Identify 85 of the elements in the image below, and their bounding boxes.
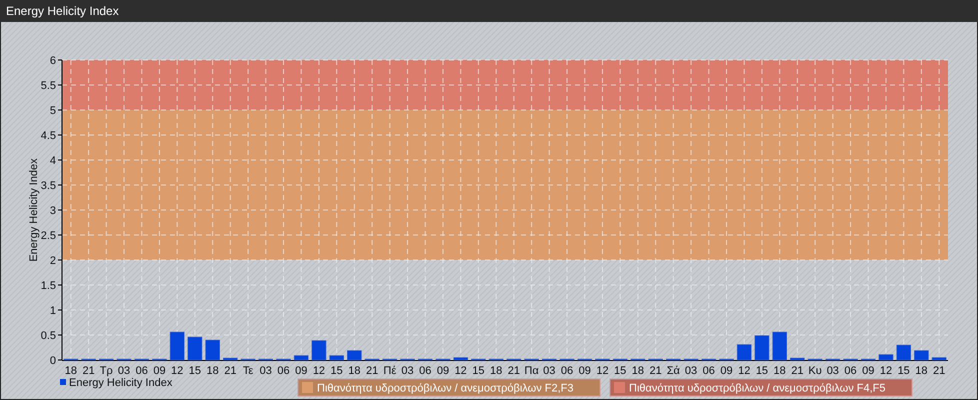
x-tick-label: 09 xyxy=(862,365,874,377)
y-tick-label: 6 xyxy=(50,54,56,67)
x-tick-label: 21 xyxy=(791,365,804,377)
x-tick-label: 06 xyxy=(277,365,290,377)
x-tick-label: 21 xyxy=(366,365,378,377)
bar xyxy=(772,332,787,360)
x-tick-label: 03 xyxy=(826,365,839,377)
x-tick-label: 12 xyxy=(880,365,892,377)
x-tick-label: 12 xyxy=(596,365,609,377)
x-tick-label: 06 xyxy=(419,365,432,377)
x-tick-label: 12 xyxy=(454,365,467,377)
bar xyxy=(914,350,929,360)
x-tick-label: 03 xyxy=(401,365,414,377)
y-tick-label: 1 xyxy=(50,304,56,317)
x-tick-label: 15 xyxy=(756,365,768,377)
y-tick-label: 1.5 xyxy=(40,280,56,292)
legend-label: Πιθανότητα υδροστρόβιλων / ανεμοστρόβιλων F4,F5 xyxy=(629,382,886,394)
bar xyxy=(790,358,805,360)
x-tick-label: Τρ xyxy=(100,365,113,377)
x-tick-label: 18 xyxy=(774,365,786,377)
y-tick-label: 5.5 xyxy=(40,80,56,92)
x-tick-label: 21 xyxy=(508,365,520,377)
x-tick-label: 15 xyxy=(330,365,343,377)
bar xyxy=(896,344,912,360)
x-tick-label: 12 xyxy=(312,365,326,377)
x-tick-label: 06 xyxy=(136,365,148,377)
x-tick-label: 12 xyxy=(171,365,184,377)
y-tick-label: 5 xyxy=(50,104,56,117)
x-tick-label: 18 xyxy=(206,365,219,377)
y-tick-label: 4 xyxy=(50,154,56,167)
bar xyxy=(736,344,752,360)
legend-label: Energy Helicity Index xyxy=(69,376,173,389)
x-tick-label: 18 xyxy=(915,365,928,377)
bar xyxy=(170,332,185,360)
y-tick-label: 0 xyxy=(50,354,56,367)
x-tick-label: Τε xyxy=(242,365,254,377)
y-tick-label: 2 xyxy=(50,254,56,267)
x-tick-label: 09 xyxy=(153,365,166,377)
x-tick-label: 09 xyxy=(578,365,591,377)
x-tick-label: 21 xyxy=(649,365,662,377)
x-tick-label: Σά xyxy=(666,365,681,377)
bar xyxy=(312,340,326,360)
x-tick-label: 15 xyxy=(898,365,910,377)
x-tick-label: 15 xyxy=(614,365,626,377)
x-tick-label: 03 xyxy=(684,365,698,377)
x-tick-label: 18 xyxy=(348,365,361,377)
x-tick-label: Κυ xyxy=(808,365,822,377)
y-tick-label: 2.5 xyxy=(40,230,56,242)
chart-title: Energy Helicity Index xyxy=(6,4,119,18)
bar xyxy=(329,355,344,360)
x-tick-label: 18 xyxy=(64,365,77,377)
x-tick-label: 21 xyxy=(82,365,95,377)
x-tick-label: 18 xyxy=(490,365,502,377)
legend-label: Πιθανότητα υδροστρόβιλων / ανεμοστρόβιλων F2,F3 xyxy=(317,382,574,394)
y-tick-label: 0.5 xyxy=(40,330,56,342)
x-tick-label: 06 xyxy=(844,365,857,377)
x-tick-label: 15 xyxy=(472,365,485,377)
x-tick-label: 12 xyxy=(738,365,750,377)
bar xyxy=(932,357,946,360)
bar xyxy=(294,355,309,360)
y-tick-label: 3.5 xyxy=(40,180,56,192)
x-tick-label: 18 xyxy=(632,365,644,377)
x-tick-label: 03 xyxy=(543,365,556,377)
bar xyxy=(453,357,468,360)
bar xyxy=(347,350,362,360)
x-tick-label: 15 xyxy=(188,365,202,377)
y-axis-title: Energy Helicity Index xyxy=(28,158,40,262)
x-tick-label: 03 xyxy=(260,365,272,377)
bar xyxy=(878,354,894,360)
bar xyxy=(223,358,238,360)
x-tick-label: 03 xyxy=(118,365,130,377)
y-tick-label: 3 xyxy=(50,204,56,217)
x-tick-label: 09 xyxy=(436,365,450,377)
y-tick-label: 4.5 xyxy=(40,130,56,142)
x-tick-label: 21 xyxy=(933,365,946,377)
bar xyxy=(205,340,220,360)
x-tick-label: 06 xyxy=(702,365,715,377)
x-tick-label: 09 xyxy=(720,365,733,377)
bar xyxy=(188,336,202,360)
x-tick-label: 09 xyxy=(295,365,308,377)
x-tick-label: 21 xyxy=(224,365,236,377)
x-tick-label: 06 xyxy=(560,365,574,377)
x-tick-label: Πέ xyxy=(383,365,396,377)
bar xyxy=(754,335,770,360)
x-tick-label: Πα xyxy=(524,365,540,377)
